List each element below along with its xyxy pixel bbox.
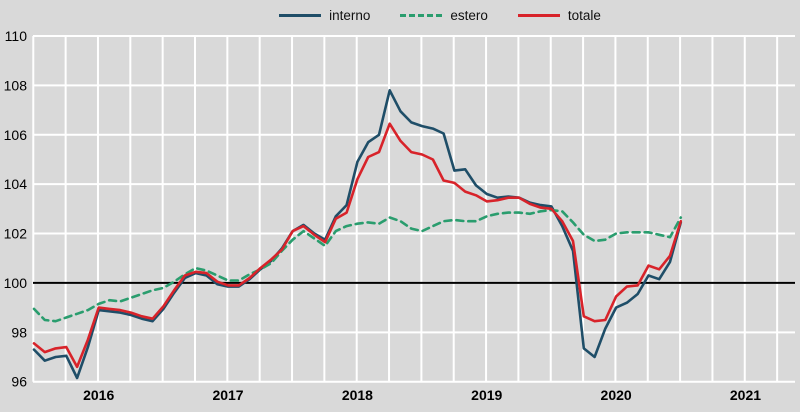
y-axis-tick-label: 104: [4, 176, 28, 192]
legend-item-estero: estero: [400, 9, 488, 23]
series-line-totale: [32, 122, 683, 369]
x-axis-year-label: 2018: [342, 387, 373, 403]
y-axis-tick-label: 100: [4, 275, 28, 291]
legend-label-totale: totale: [567, 8, 601, 23]
legend-label-estero: estero: [450, 8, 488, 23]
x-axis-year-label: 2017: [212, 387, 243, 403]
y-axis-tick-label: 108: [4, 77, 28, 93]
y-axis-tick-label: 96: [11, 374, 27, 390]
x-axis-year-label: 2016: [83, 387, 114, 403]
legend-line-estero-icon: [400, 14, 443, 18]
y-axis-tick-label: 106: [4, 127, 28, 143]
x-axis-year-label: 2019: [471, 387, 502, 403]
chart-legend: interno estero totale: [0, 9, 800, 23]
legend-item-interno: interno: [279, 9, 370, 23]
x-axis-year-label: 2020: [601, 387, 632, 403]
legend-line-totale-icon: [517, 14, 560, 18]
legend-label-interno: interno: [329, 8, 371, 23]
x-axis-year-label: 2021: [730, 387, 761, 403]
y-axis-tick-label: 102: [4, 226, 28, 242]
y-axis-tick-label: 98: [11, 324, 27, 340]
legend-line-interno-icon: [279, 14, 322, 18]
legend-item-totale: totale: [517, 8, 601, 23]
series-line-interno: [32, 89, 683, 380]
series-line-estero: [32, 208, 683, 323]
y-axis-tick-label: 110: [5, 28, 28, 44]
